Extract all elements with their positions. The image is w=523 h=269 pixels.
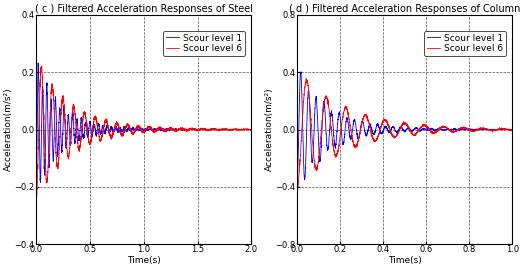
Line: Scour level 1: Scour level 1 [297,72,512,199]
Scour level 1 [123,129,130,132]
Scour level 1 [135,128,142,132]
Scour level 1 [125,127,131,130]
Scour level 6 [503,127,509,130]
Line: Scour level 6: Scour level 6 [297,79,512,190]
X-axis label: Time(s): Time(s) [388,256,422,265]
Scour level 6 [294,128,300,131]
Scour level 6 [463,127,470,130]
Scour level 1 [509,128,515,131]
X-axis label: Time(s): Time(s) [127,256,161,265]
Scour level 1 [242,128,248,131]
Scour level 6 [231,128,237,131]
Scour level 6 [125,123,131,126]
Scour level 1 [248,128,255,131]
Line: Scour level 6: Scour level 6 [36,66,252,201]
Scour level 1 [503,128,509,131]
Scour level 1 [189,128,196,131]
Scour level 1 [33,128,39,131]
Scour level 1 [298,70,304,73]
Scour level 6 [189,128,196,131]
Scour level 1 [503,128,509,131]
Scour level 1 [399,126,405,129]
Line: Scour level 1: Scour level 1 [36,63,252,202]
Y-axis label: Acceleration(m/s²): Acceleration(m/s²) [4,88,13,171]
Scour level 1 [35,61,41,65]
Scour level 1 [305,90,311,93]
Scour level 6 [393,134,399,138]
Scour level 6 [303,77,309,80]
Scour level 1 [294,197,301,200]
Scour level 6 [509,129,515,132]
Scour level 6 [248,128,255,131]
Scour level 6 [123,123,130,126]
Scour level 6 [294,188,301,191]
Legend: Scour level 1, Scour level 6: Scour level 1, Scour level 6 [163,31,245,56]
Scour level 6 [305,83,311,87]
Title: ( c ) Filtered Acceleration Responses of Steel: ( c ) Filtered Acceleration Responses of… [35,4,253,14]
Scour level 1 [231,128,237,131]
Scour level 6 [135,124,142,128]
Scour level 6 [399,124,405,127]
Scour level 6 [503,128,509,131]
Scour level 1 [463,128,470,131]
Scour level 6 [33,200,40,203]
Scour level 6 [33,128,39,131]
Scour level 6 [242,128,248,131]
Scour level 6 [39,65,45,68]
Scour level 1 [393,130,399,133]
Y-axis label: Acceleration(m/s²): Acceleration(m/s²) [265,88,274,171]
Title: ( d ) Filtered Acceleration Responses of Column: ( d ) Filtered Acceleration Responses of… [289,4,520,14]
Scour level 1 [33,200,39,204]
Legend: Scour level 1, Scour level 6: Scour level 1, Scour level 6 [424,31,506,56]
Scour level 1 [294,128,300,131]
